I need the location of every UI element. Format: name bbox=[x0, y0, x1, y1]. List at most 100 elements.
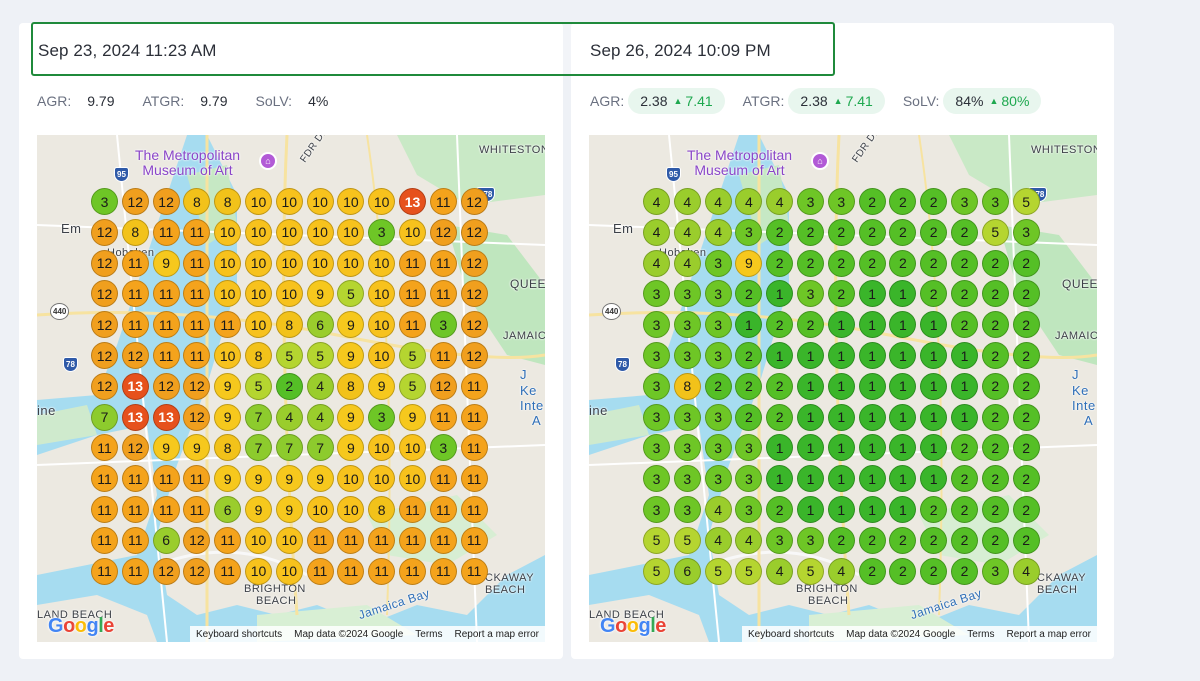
rank-pin[interactable]: 10 bbox=[275, 249, 303, 277]
rank-pin[interactable]: 1 bbox=[889, 280, 917, 308]
rank-pin[interactable]: 2 bbox=[920, 557, 948, 585]
rank-pin[interactable]: 3 bbox=[673, 403, 701, 431]
rank-pin[interactable]: 8 bbox=[183, 188, 211, 215]
rank-pin[interactable]: 5 bbox=[306, 342, 334, 369]
rank-pin[interactable]: 1 bbox=[797, 465, 824, 493]
rank-pin[interactable]: 6 bbox=[306, 311, 334, 339]
rank-pin[interactable]: 8 bbox=[275, 311, 303, 339]
rank-pin[interactable]: 4 bbox=[673, 218, 701, 246]
rank-pin[interactable]: 12 bbox=[91, 372, 118, 400]
rank-pin[interactable]: 10 bbox=[245, 188, 272, 215]
rank-pin[interactable]: 1 bbox=[951, 342, 978, 369]
rank-pin[interactable]: 5 bbox=[643, 526, 670, 554]
rank-pin[interactable]: 2 bbox=[797, 218, 824, 246]
rank-pin[interactable]: 1 bbox=[797, 434, 824, 462]
rank-pin[interactable]: 10 bbox=[245, 526, 272, 554]
rank-pin[interactable]: 10 bbox=[306, 496, 334, 523]
rank-pin[interactable]: 3 bbox=[981, 557, 1009, 585]
rank-pin[interactable]: 11 bbox=[214, 311, 242, 339]
rank-pin[interactable]: 11 bbox=[121, 557, 149, 585]
rank-pin[interactable]: 2 bbox=[766, 372, 794, 400]
rank-pin[interactable]: 13 bbox=[152, 403, 180, 431]
rank-pin[interactable]: 3 bbox=[673, 465, 701, 493]
rank-pin[interactable]: 9 bbox=[306, 280, 334, 308]
rank-pin[interactable]: 3 bbox=[704, 311, 732, 339]
rank-pin[interactable]: 5 bbox=[337, 280, 365, 308]
rank-pin[interactable]: 11 bbox=[460, 465, 488, 493]
rank-pin[interactable]: 1 bbox=[920, 465, 948, 493]
rank-pin[interactable]: 12 bbox=[460, 280, 488, 308]
rank-pin[interactable]: 2 bbox=[981, 434, 1009, 462]
rank-pin[interactable]: 2 bbox=[920, 188, 948, 215]
rank-pin[interactable]: 12 bbox=[152, 372, 180, 400]
rank-pin[interactable]: 11 bbox=[183, 311, 211, 339]
rank-pin[interactable]: 3 bbox=[643, 372, 670, 400]
rank-pin[interactable]: 11 bbox=[306, 557, 334, 585]
rank-pin[interactable]: 11 bbox=[399, 249, 426, 277]
rank-pin[interactable]: 3 bbox=[951, 188, 978, 215]
rank-pin[interactable]: 9 bbox=[214, 403, 242, 431]
rank-pin[interactable]: 3 bbox=[797, 526, 824, 554]
rank-pin[interactable]: 9 bbox=[214, 465, 242, 493]
rank-pin[interactable]: 3 bbox=[797, 188, 824, 215]
rank-pin[interactable]: 12 bbox=[460, 218, 488, 246]
rank-pin[interactable]: 2 bbox=[920, 280, 948, 308]
rank-pin[interactable]: 2 bbox=[1012, 496, 1040, 523]
rank-pin[interactable]: 2 bbox=[858, 557, 886, 585]
rank-pin[interactable]: 3 bbox=[429, 311, 457, 339]
rank-pin[interactable]: 2 bbox=[920, 526, 948, 554]
rank-pin[interactable]: 12 bbox=[91, 249, 118, 277]
rank-pin[interactable]: 2 bbox=[889, 526, 917, 554]
rank-pin[interactable]: 2 bbox=[889, 218, 917, 246]
rank-pin[interactable]: 10 bbox=[399, 465, 426, 493]
rank-pin[interactable]: 5 bbox=[399, 372, 426, 400]
rank-pin[interactable]: 11 bbox=[183, 496, 211, 523]
rank-pin[interactable]: 11 bbox=[429, 465, 457, 493]
rank-pin[interactable]: 3 bbox=[704, 249, 732, 277]
rank-pin[interactable]: 4 bbox=[766, 188, 794, 215]
right-rank-map[interactable]: The Metropolitan Museum of Art ⌂ WHITEST… bbox=[589, 135, 1097, 642]
rank-pin[interactable]: 12 bbox=[183, 372, 211, 400]
rank-pin[interactable]: 10 bbox=[275, 526, 303, 554]
rank-pin[interactable]: 12 bbox=[91, 311, 118, 339]
rank-pin[interactable]: 9 bbox=[214, 372, 242, 400]
keyboard-shortcuts-link[interactable]: Keyboard shortcuts bbox=[747, 628, 835, 640]
rank-pin[interactable]: 1 bbox=[827, 311, 855, 339]
rank-pin[interactable]: 11 bbox=[152, 465, 180, 493]
rank-pin[interactable]: 1 bbox=[797, 342, 824, 369]
rank-pin[interactable]: 10 bbox=[399, 434, 426, 462]
rank-pin[interactable]: 2 bbox=[704, 372, 732, 400]
rank-pin[interactable]: 1 bbox=[858, 496, 886, 523]
rank-pin[interactable]: 2 bbox=[981, 465, 1009, 493]
rank-pin[interactable]: 2 bbox=[889, 557, 917, 585]
rank-pin[interactable]: 3 bbox=[735, 465, 763, 493]
rank-pin[interactable]: 3 bbox=[735, 434, 763, 462]
rank-pin[interactable]: 1 bbox=[766, 280, 794, 308]
rank-pin[interactable]: 2 bbox=[275, 372, 303, 400]
rank-pin[interactable]: 2 bbox=[735, 372, 763, 400]
rank-pin[interactable]: 5 bbox=[797, 557, 824, 585]
terms-link[interactable]: Terms bbox=[415, 628, 443, 640]
rank-pin[interactable]: 11 bbox=[460, 403, 488, 431]
rank-pin[interactable]: 6 bbox=[673, 557, 701, 585]
rank-pin[interactable]: 1 bbox=[951, 403, 978, 431]
rank-pin[interactable]: 1 bbox=[827, 434, 855, 462]
rank-pin[interactable]: 11 bbox=[183, 342, 211, 369]
rank-pin[interactable]: 3 bbox=[643, 434, 670, 462]
rank-pin[interactable]: 13 bbox=[399, 188, 426, 215]
rank-pin[interactable]: 3 bbox=[643, 342, 670, 369]
rank-pin[interactable]: 10 bbox=[245, 557, 272, 585]
rank-pin[interactable]: 2 bbox=[981, 311, 1009, 339]
rank-pin[interactable]: 4 bbox=[643, 218, 670, 246]
rank-pin[interactable]: 1 bbox=[920, 403, 948, 431]
rank-pin[interactable]: 10 bbox=[275, 218, 303, 246]
rank-pin[interactable]: 3 bbox=[643, 496, 670, 523]
rank-pin[interactable]: 6 bbox=[152, 526, 180, 554]
rank-pin[interactable]: 10 bbox=[245, 311, 272, 339]
rank-pin[interactable]: 11 bbox=[429, 280, 457, 308]
rank-pin[interactable]: 8 bbox=[121, 218, 149, 246]
rank-pin[interactable]: 8 bbox=[337, 372, 365, 400]
rank-pin[interactable]: 3 bbox=[91, 188, 118, 215]
rank-pin[interactable]: 11 bbox=[399, 557, 426, 585]
rank-pin[interactable]: 2 bbox=[951, 280, 978, 308]
